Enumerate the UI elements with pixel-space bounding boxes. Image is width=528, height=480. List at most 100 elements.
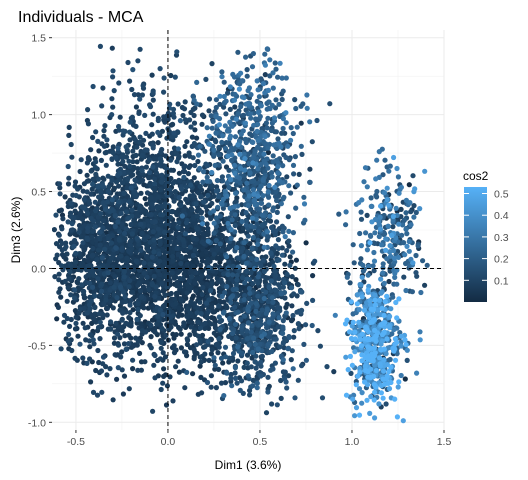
data-point	[58, 294, 64, 300]
data-point	[102, 246, 108, 252]
data-point	[232, 304, 238, 310]
data-point	[351, 260, 357, 266]
data-point	[66, 124, 72, 130]
data-point	[152, 176, 158, 182]
data-point	[86, 280, 93, 286]
data-point	[204, 315, 210, 321]
data-point	[292, 265, 298, 271]
data-point	[184, 197, 190, 203]
data-point	[120, 289, 127, 295]
data-point	[210, 118, 216, 124]
data-point	[171, 198, 177, 204]
data-point	[144, 274, 150, 280]
data-point	[127, 137, 133, 143]
data-point	[168, 157, 174, 163]
data-point	[116, 80, 122, 86]
data-point	[94, 257, 100, 263]
data-point	[72, 208, 78, 214]
data-point	[99, 255, 105, 261]
data-point	[176, 235, 182, 241]
data-point	[114, 295, 120, 301]
data-point	[240, 112, 247, 118]
data-point	[273, 129, 279, 135]
data-point	[242, 313, 248, 319]
data-point	[212, 162, 218, 168]
data-point	[139, 167, 145, 174]
data-point	[150, 164, 156, 170]
data-point	[173, 332, 179, 338]
data-point	[142, 196, 148, 202]
data-point	[98, 189, 104, 196]
data-point	[298, 143, 304, 149]
data-point	[72, 259, 79, 265]
data-point	[250, 349, 256, 356]
data-point	[55, 304, 62, 310]
data-point	[410, 173, 416, 179]
data-point	[233, 286, 239, 292]
data-point	[205, 238, 211, 244]
data-point	[272, 360, 278, 366]
data-point	[157, 156, 164, 162]
data-point	[289, 274, 295, 280]
data-point	[284, 301, 290, 307]
data-point	[270, 153, 276, 159]
data-point	[57, 181, 63, 187]
data-point	[148, 194, 154, 201]
data-point	[266, 319, 272, 325]
data-point	[182, 231, 188, 237]
data-point	[148, 334, 154, 340]
data-point	[240, 275, 246, 281]
data-point	[193, 270, 199, 276]
data-point	[168, 290, 174, 297]
data-point	[220, 360, 226, 366]
data-point	[197, 165, 203, 171]
data-point	[198, 311, 204, 317]
data-point	[162, 229, 168, 235]
data-point	[288, 357, 294, 363]
data-point	[127, 242, 134, 248]
data-point	[260, 193, 266, 199]
data-point	[197, 354, 203, 360]
data-point	[247, 131, 253, 137]
data-point	[232, 104, 238, 110]
data-point	[307, 166, 313, 172]
data-point	[135, 367, 141, 373]
data-point	[223, 354, 229, 360]
data-point	[103, 297, 109, 303]
data-point	[214, 177, 220, 184]
data-point	[191, 97, 197, 103]
data-point	[137, 139, 143, 145]
data-point	[270, 311, 276, 317]
data-point	[123, 144, 129, 150]
data-point	[122, 298, 129, 305]
data-point	[319, 395, 326, 401]
data-point	[274, 402, 280, 408]
data-point	[276, 315, 282, 321]
data-point	[134, 235, 140, 241]
data-point	[137, 96, 143, 102]
data-point	[170, 180, 176, 186]
data-point	[96, 311, 102, 317]
data-point	[81, 205, 87, 211]
data-point	[65, 181, 72, 187]
data-point	[90, 245, 96, 251]
data-point	[96, 194, 102, 200]
data-point	[179, 254, 185, 260]
data-point	[102, 123, 108, 129]
data-point	[209, 347, 215, 353]
data-point	[310, 273, 316, 279]
data-point	[196, 319, 202, 325]
data-point	[184, 336, 190, 342]
data-point	[84, 172, 90, 178]
data-point	[249, 64, 256, 70]
data-point	[126, 248, 132, 255]
data-point	[184, 139, 190, 145]
data-point	[275, 237, 281, 243]
data-point	[229, 330, 236, 336]
data-point	[179, 213, 185, 219]
data-point	[112, 223, 118, 230]
data-point	[211, 230, 217, 236]
data-point	[279, 96, 285, 103]
data-point	[252, 150, 258, 156]
data-point	[199, 121, 205, 127]
